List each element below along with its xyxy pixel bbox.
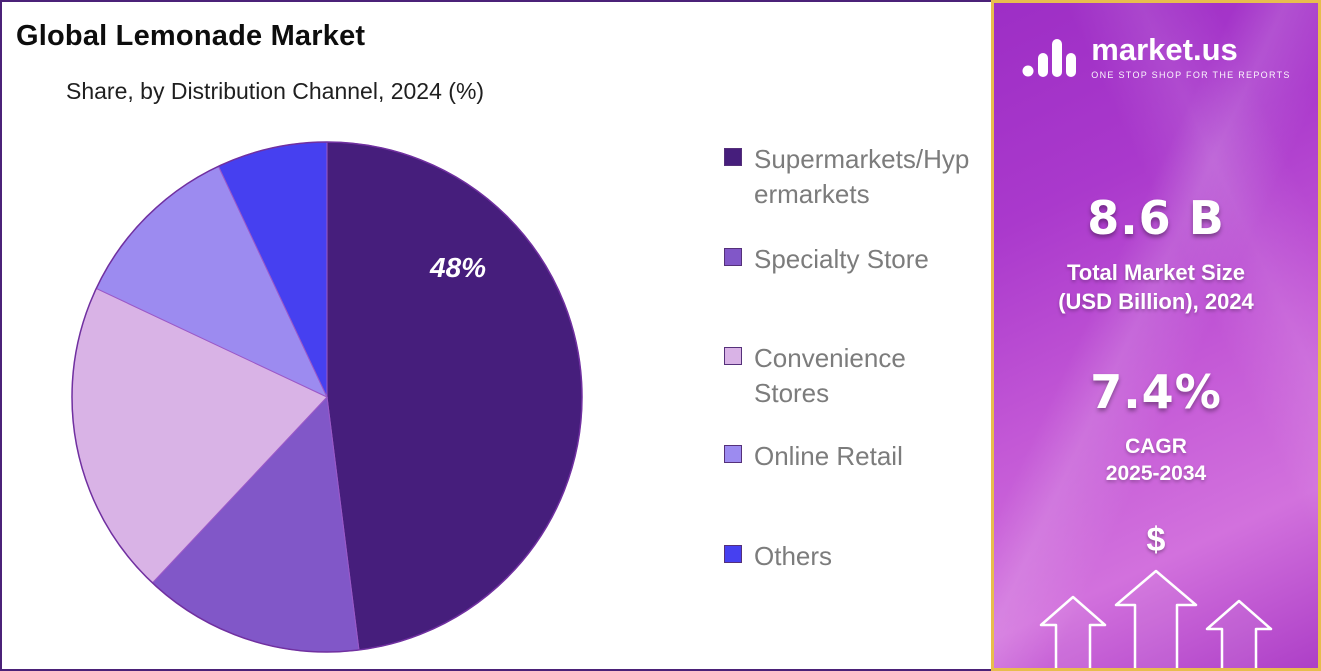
chart-legend: Supermarkets/Hypermarkets Specialty Stor… [724,142,986,574]
growth-illustration: $ [994,508,1318,668]
market-size-value: 8.6 B [1087,191,1225,245]
legend-label: Supermarkets/Hypermarkets [754,144,970,210]
cagr-label-line1: CAGR [1125,435,1187,458]
legend-swatch [724,248,742,267]
brand-name: market.us [1091,32,1238,67]
market-size-label-line2: (USD Billion), 2024 [1058,288,1254,314]
legend-swatch [724,347,742,366]
growth-arrows-icon [1039,569,1273,668]
market-size-label-line1: Total Market Size [1066,260,1246,285]
total-market-size-stat: 8.6 B Total Market Size (USD Billion), 2… [994,191,1318,316]
dollar-symbol: $ [1146,521,1166,559]
legend-label: Online Retail [754,441,903,472]
legend-swatch [724,544,742,563]
arrow-up-right-icon [1205,599,1273,668]
brand-tagline: ONE STOP SHOP FOR THE REPORTS [1091,70,1291,80]
legend-label: Others [754,540,833,571]
cagr-label: CAGR 2025-2034 [994,433,1318,488]
pie-data-label: 48% [430,252,487,283]
chart-subtitle: Share, by Distribution Channel, 2024 (%) [66,78,485,104]
arrow-up-left-icon [1039,595,1107,668]
cagr-value: 7.4% [1090,365,1222,419]
legend-item-others: Others [724,539,986,574]
chart-area: Global Lemonade Market Share, by Distrib… [0,0,991,671]
legend-item-online-retail: Online Retail [724,439,986,474]
pie-chart [71,141,583,653]
arrow-up-center-icon [1114,569,1198,668]
cagr-label-line2: 2025-2034 [1105,462,1207,486]
pie-rim [71,141,583,653]
legend-item-supermarkets: Supermarkets/Hypermarkets [724,142,986,212]
legend-swatch [724,148,742,166]
legend-label: Convenience Stores [754,343,906,409]
legend-label: Specialty Store [754,244,929,275]
legend-item-convenience-stores: Convenience Stores [724,341,986,411]
page-title: Global Lemonade Market [16,20,366,52]
legend-item-specialty-store: Specialty Store [724,242,986,277]
pie-slice-0 [326,141,583,651]
legend-swatch [724,445,742,464]
brand-header: market.us ONE STOP SHOP FOR THE REPORTS [994,33,1318,81]
side-panel: market.us ONE STOP SHOP FOR THE REPORTS … [991,0,1321,671]
brand-text: market.us ONE STOP SHOP FOR THE REPORTS [1091,34,1290,80]
cagr-stat: 7.4% CAGR 2025-2034 [994,365,1318,488]
marketus-logo-icon [1022,39,1077,77]
market-size-label: Total Market Size (USD Billion), 2024 [994,259,1318,316]
